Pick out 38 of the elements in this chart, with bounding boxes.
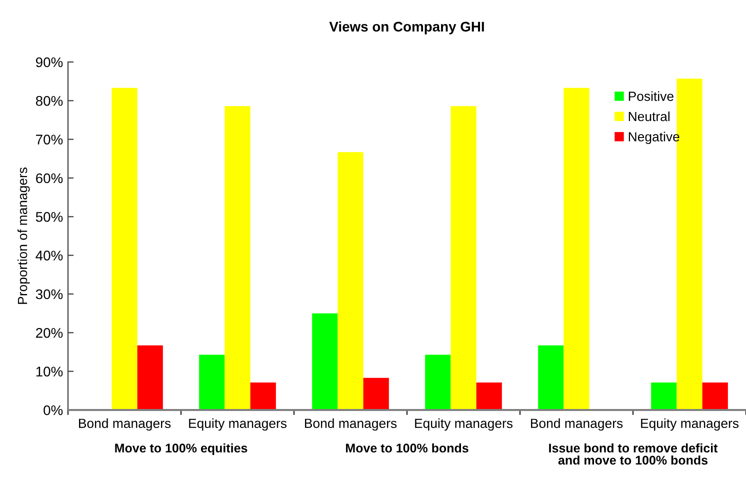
bar [702, 382, 728, 410]
bar [312, 313, 338, 410]
y-tick-label: 60% [36, 173, 63, 184]
bar [224, 106, 250, 410]
bar [450, 106, 476, 410]
y-tick-label: 80% [36, 96, 63, 106]
bar [199, 354, 225, 410]
bar [538, 345, 564, 410]
bar [425, 354, 451, 410]
bar [651, 382, 677, 410]
y-tick-label: 10% [36, 366, 63, 377]
x-tick-label: Equity managers [415, 418, 513, 431]
x-tick-label: Bond managers [531, 418, 623, 431]
legend-label: Neutral [628, 111, 670, 122]
y-tick-label: 70% [36, 134, 63, 145]
bar [338, 152, 364, 410]
bar [137, 345, 163, 410]
y-tick-label: 40% [36, 250, 63, 261]
y-tick-label: 20% [36, 328, 63, 338]
y-tick-label: 0% [44, 405, 63, 416]
chart-title: Views on Company GHI [329, 21, 484, 34]
y-tick-label: 30% [36, 289, 63, 300]
y-axis-title: Proportion of managers [17, 168, 30, 304]
bar [250, 382, 276, 410]
y-tick-label: 50% [36, 212, 63, 222]
x-tick-label: Equity managers [189, 418, 287, 431]
text: Move to 100% equities [115, 443, 248, 455]
text: Move to 100% bonds [346, 443, 468, 453]
bar [476, 382, 502, 410]
bar [112, 88, 138, 410]
legend-label: Positive [628, 91, 674, 101]
x-tick-label: Equity managers [641, 418, 739, 431]
text: Issue bond to remove deficit and move to 100% bonds [549, 443, 718, 465]
x-tick-label: Bond managers [79, 418, 171, 431]
bar [363, 378, 389, 410]
y-tick-label: 90% [36, 57, 63, 68]
x-tick-label: Bond managers [305, 418, 397, 431]
bar [564, 88, 590, 410]
